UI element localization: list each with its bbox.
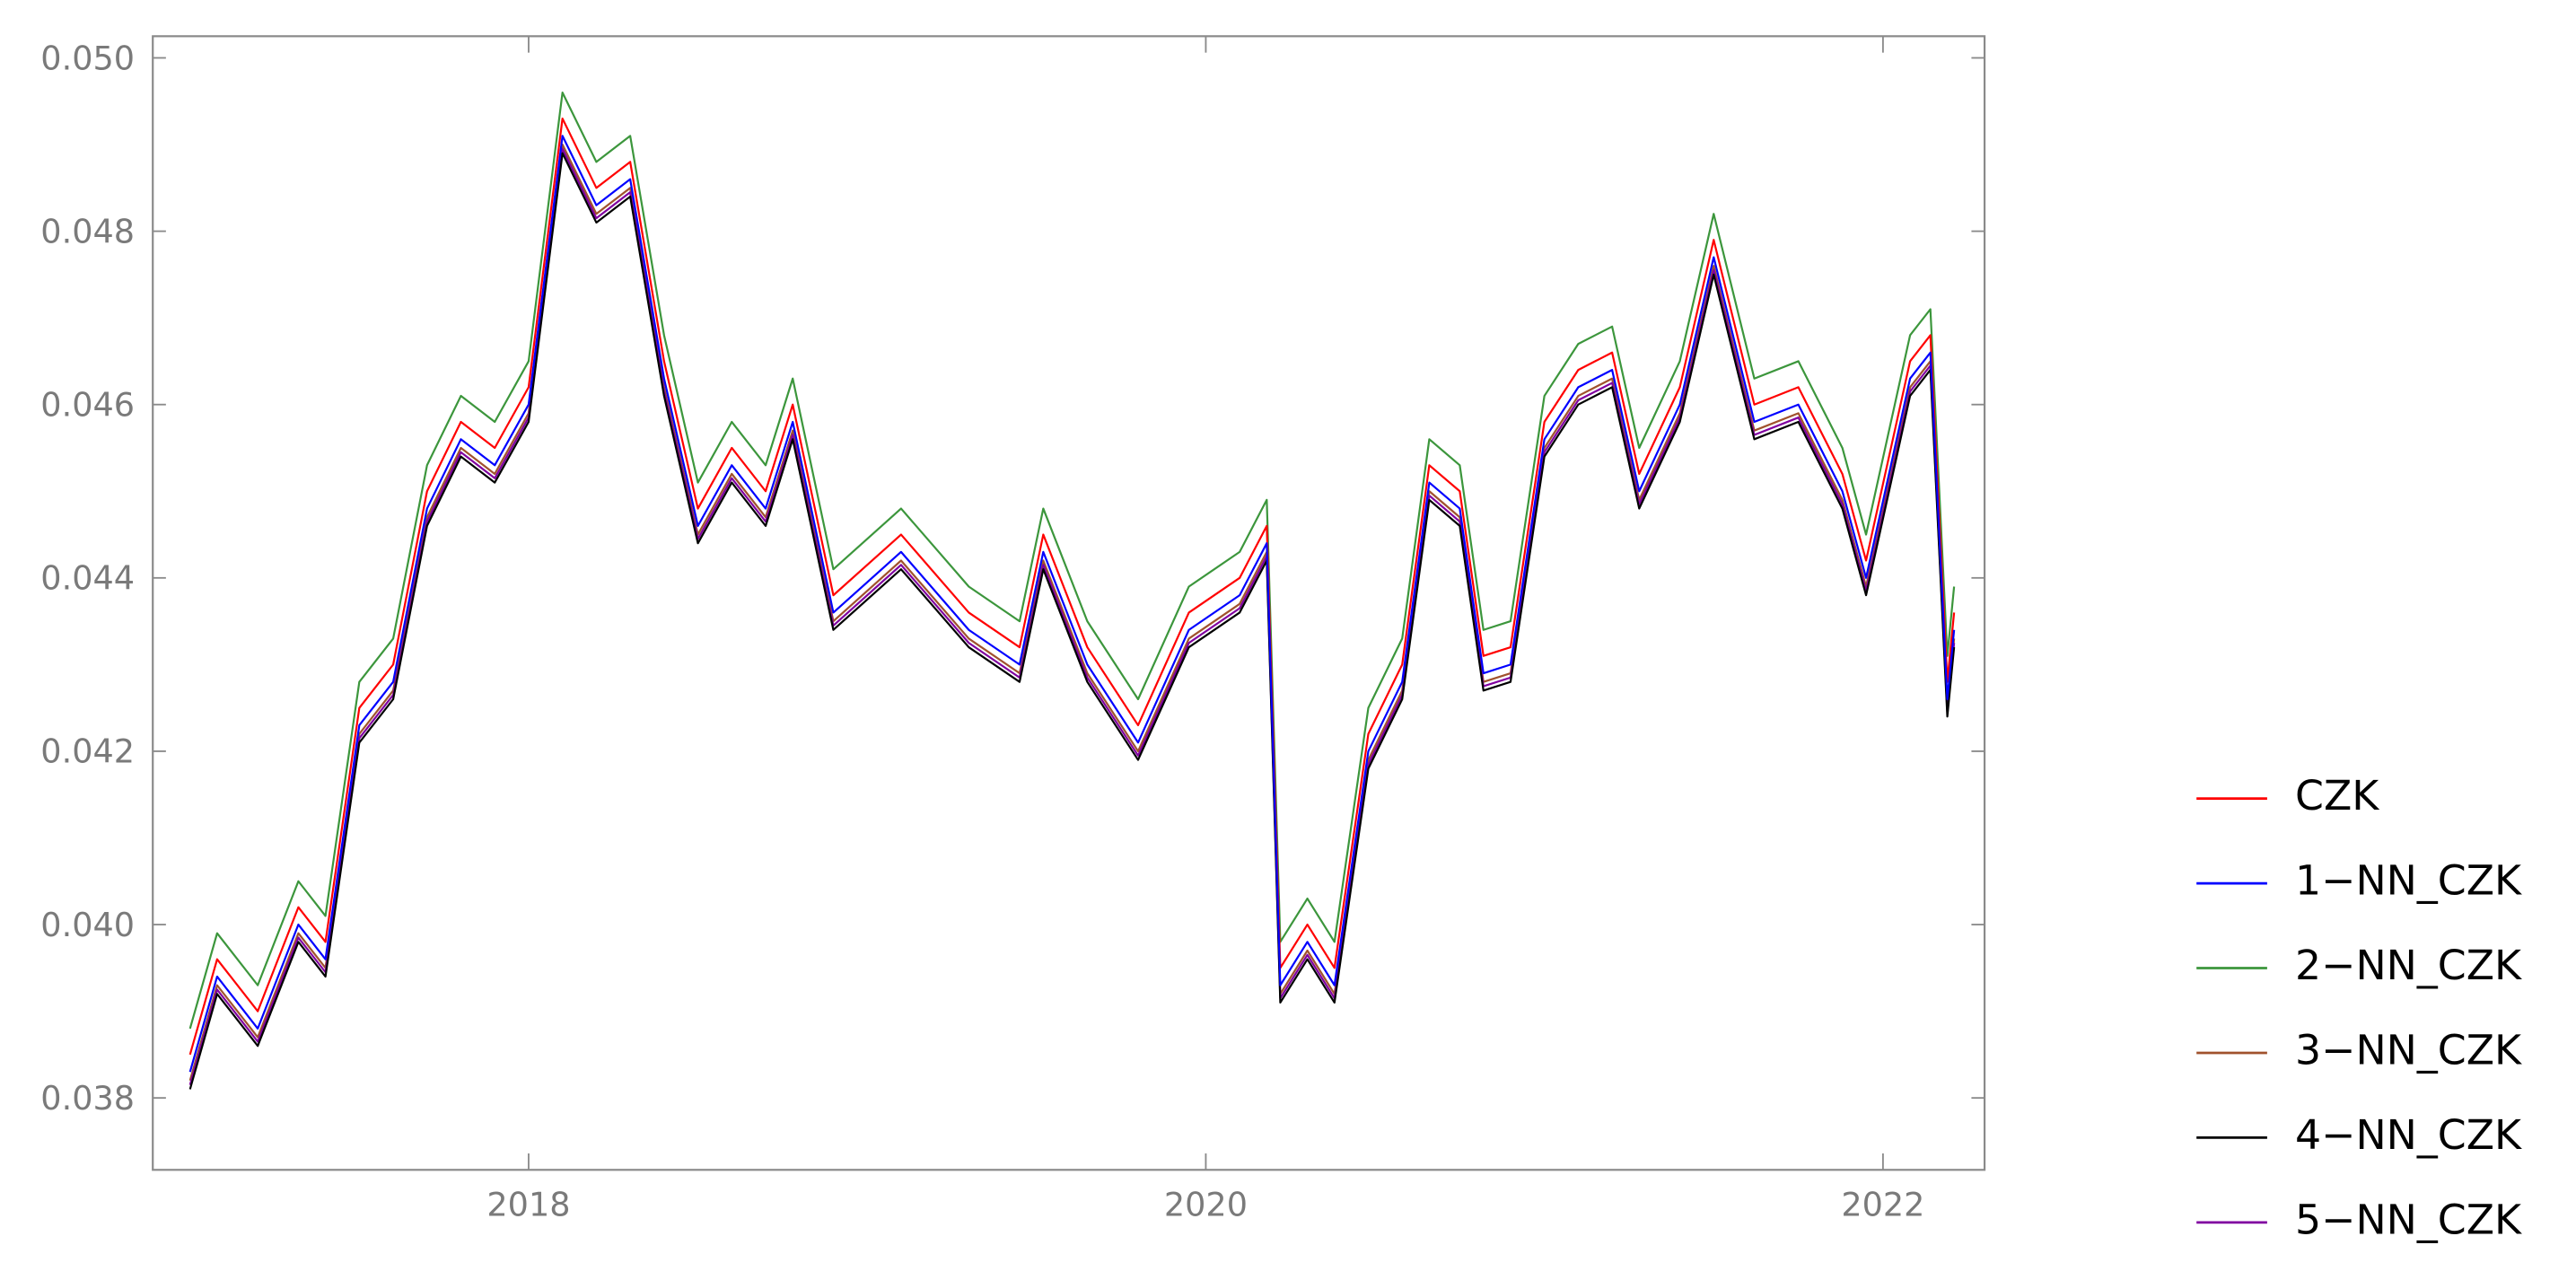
legend-label: 3−NN_CZK: [2295, 1026, 2522, 1074]
series-line: [188, 117, 1956, 1056]
y-tick-label: 0.046: [40, 386, 135, 425]
legend-label: 4−NN_CZK: [2295, 1111, 2522, 1159]
series-line: [188, 143, 1956, 1082]
y-tick-label: 0.038: [40, 1079, 135, 1118]
series-line: [188, 92, 1956, 1030]
plot-frame: [152, 35, 1986, 1171]
x-tick-label: 2022: [1841, 1186, 1924, 1224]
legend-label: 1−NN_CZK: [2295, 857, 2522, 905]
x-tick-label: 2018: [486, 1186, 570, 1224]
legend-label: 5−NN_CZK: [2295, 1196, 2522, 1243]
y-tick-label: 0.048: [40, 212, 135, 250]
y-tick-label: 0.050: [40, 39, 135, 77]
series-line: [188, 135, 1956, 1073]
y-tick-label: 0.040: [40, 906, 135, 944]
y-tick-label: 0.044: [40, 559, 135, 598]
series-line: [188, 152, 1956, 1090]
legend-label: CZK: [2295, 772, 2379, 820]
y-tick-label: 0.042: [40, 732, 135, 771]
x-tick-label: 2020: [1164, 1186, 1248, 1224]
legend-label: 2−NN_CZK: [2295, 942, 2522, 989]
series-line: [188, 147, 1956, 1085]
